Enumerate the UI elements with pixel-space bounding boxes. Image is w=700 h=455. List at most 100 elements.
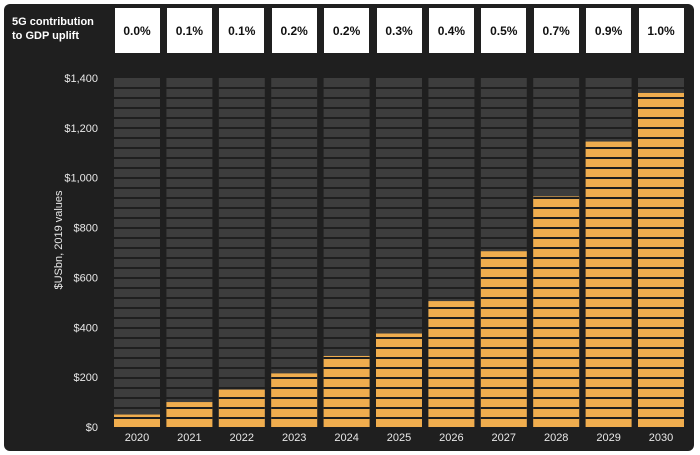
bar-stripe: [585, 357, 632, 359]
bar-stripe: [585, 287, 632, 289]
bar-stripe: [585, 347, 632, 349]
bar-stripe: [114, 417, 160, 419]
bar-stripe: [428, 357, 475, 359]
bar-stripe: [585, 317, 632, 319]
bar-stripe: [585, 407, 632, 409]
bar: [533, 196, 580, 427]
bar-stripe: [166, 127, 213, 129]
bar-stripe: [533, 247, 580, 249]
y-tick-label: $1,200: [64, 123, 98, 135]
bar-stripe: [218, 257, 265, 259]
gdp-uplift-value: 0.5%: [481, 8, 527, 53]
bar-stripe: [323, 297, 370, 299]
bar-stripe: [585, 327, 632, 329]
bar-stripe: [638, 387, 684, 389]
bar-stripe: [533, 357, 580, 359]
bar-stripe: [166, 227, 213, 229]
bar-stripe: [428, 217, 475, 219]
bar-track: [114, 78, 160, 427]
bar-stripe: [585, 267, 632, 269]
bar-stripe: [533, 267, 580, 269]
bar-stripe: [271, 167, 318, 169]
bar-stripe: [480, 137, 527, 139]
bar-stripe: [114, 307, 160, 309]
bar-stripe: [218, 107, 265, 109]
bar-stripe: [271, 347, 318, 349]
bar-stripe: [323, 277, 370, 279]
bar-stripe: [271, 327, 318, 329]
bar-stripe: [533, 327, 580, 329]
bar-stripe: [585, 187, 632, 189]
bar-stripe: [585, 417, 632, 419]
bar-stripe: [428, 297, 475, 299]
bar-stripe: [218, 327, 265, 329]
bar-stripe: [114, 177, 160, 179]
bar-stripe: [533, 147, 580, 149]
bar-stripe: [166, 117, 213, 119]
bar-stripe: [114, 357, 160, 359]
y-tick-label: $0: [86, 422, 98, 434]
bar-stripe: [323, 157, 370, 159]
bar-stripe: [323, 417, 370, 419]
bar-stripe: [638, 207, 684, 209]
bar-stripe: [114, 197, 160, 199]
bar-stripe: [480, 87, 527, 89]
bar-stripe: [638, 137, 684, 139]
bar-stripe: [533, 217, 580, 219]
bar-stripe: [428, 237, 475, 239]
bar-stripe: [271, 387, 318, 389]
bar-stripe: [480, 297, 527, 299]
bar-stripe: [480, 97, 527, 99]
bar-stripe: [114, 107, 160, 109]
bar-stripe: [480, 407, 527, 409]
bar-stripe: [323, 87, 370, 89]
bar-stripe: [533, 367, 580, 369]
bar-stripe: [638, 347, 684, 349]
bar-stripe: [480, 317, 527, 319]
bar-stripe: [323, 347, 370, 349]
bar-stripe: [638, 127, 684, 129]
bar: [166, 402, 213, 427]
bar-stripe: [166, 297, 213, 299]
bar-stripe: [376, 287, 422, 289]
bar-stripe: [271, 97, 318, 99]
bar: [323, 355, 370, 427]
bar-stripe: [480, 357, 527, 359]
y-tick-label: $200: [74, 372, 98, 384]
bar-stripe: [271, 177, 318, 179]
y-tick-label: $400: [74, 322, 98, 334]
bar-stripe: [271, 117, 318, 119]
bar-stripe: [638, 357, 684, 359]
bar-stripe: [533, 397, 580, 399]
bar-stripe: [533, 257, 580, 259]
bar-stripe: [585, 157, 632, 159]
bar-stripe: [585, 277, 632, 279]
bar-stripe: [218, 87, 265, 89]
gdp-uplift-value: 0.1%: [166, 8, 212, 53]
bar-stripe: [376, 107, 422, 109]
bar-stripe: [218, 287, 265, 289]
bar-stripe: [271, 397, 318, 399]
bar-stripe: [323, 207, 370, 209]
bar-stripe: [218, 207, 265, 209]
gdp-uplift-value: 1.0%: [638, 8, 684, 53]
bar-stripe: [323, 127, 370, 129]
bar-stripe: [271, 137, 318, 139]
bar: [638, 92, 684, 427]
bar-stripe: [323, 197, 370, 199]
bar-stripe: [638, 297, 684, 299]
bar-stripe: [428, 367, 475, 369]
bar-stripe: [533, 167, 580, 169]
bar-stripe: [114, 377, 160, 379]
bar-stripe: [376, 187, 422, 189]
bar-stripe: [376, 257, 422, 259]
bar-stripe: [480, 367, 527, 369]
bar-stripe: [166, 197, 213, 199]
bar-stripe: [218, 297, 265, 299]
bar-stripe: [166, 257, 213, 259]
bar-stripe: [480, 217, 527, 219]
bar-stripe: [166, 267, 213, 269]
bar-stripe: [271, 407, 318, 409]
bar-stripe: [166, 97, 213, 99]
bar-stripe: [638, 327, 684, 329]
